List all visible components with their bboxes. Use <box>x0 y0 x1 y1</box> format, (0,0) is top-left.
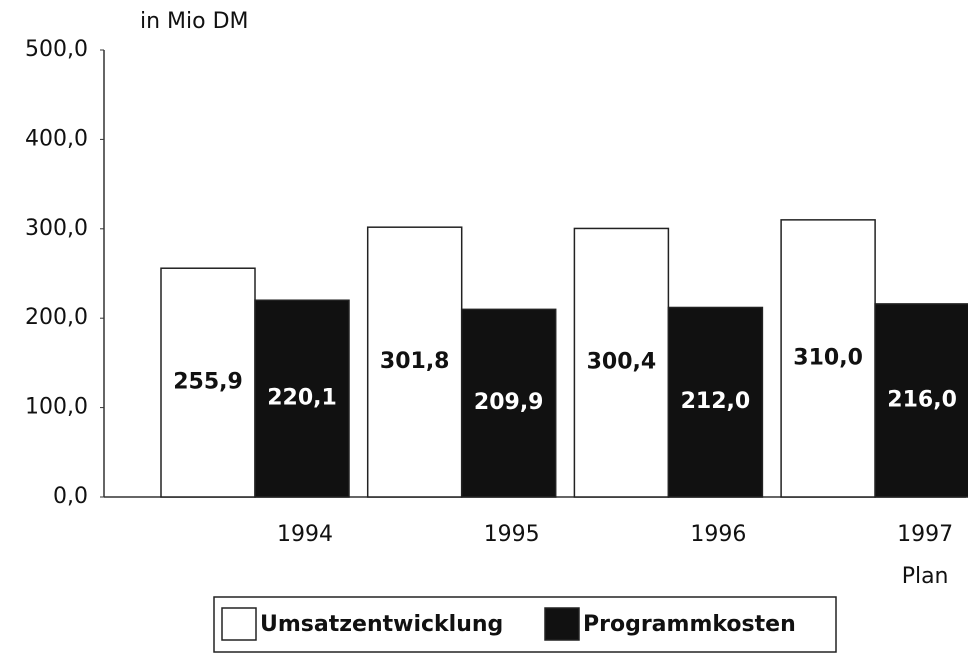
value-label: 212,0 <box>681 389 751 414</box>
y-tick-label: 500,0 <box>25 37 88 62</box>
value-label: 216,0 <box>887 387 957 412</box>
value-label: 220,1 <box>267 386 337 411</box>
x-tick-label: 1995 <box>484 522 540 547</box>
bar <box>874 303 968 498</box>
annotation: Plan <box>902 564 949 589</box>
value-label: 209,9 <box>474 390 544 415</box>
value-label: 301,8 <box>380 349 450 374</box>
bar <box>366 226 463 498</box>
value-label: 310,0 <box>793 345 863 370</box>
legend-box <box>213 596 837 653</box>
y-tick-label: 0,0 <box>53 484 88 509</box>
bar <box>254 299 350 498</box>
x-tick-label: 1997 <box>897 522 953 547</box>
bar <box>780 219 876 498</box>
bar <box>667 306 764 498</box>
y-tick-label: 100,0 <box>25 395 88 420</box>
x-tick-label: 1996 <box>690 522 746 547</box>
y-tick-label: 200,0 <box>25 305 88 330</box>
legend-swatch <box>221 607 257 641</box>
legend-label: Umsatzentwicklung <box>260 612 503 637</box>
bar <box>460 308 557 498</box>
value-label: 300,4 <box>587 350 657 375</box>
y-tick-label: 400,0 <box>25 126 88 151</box>
value-label: 255,9 <box>173 370 243 395</box>
legend-swatch <box>544 607 580 641</box>
legend-label: Programmkosten <box>583 612 796 637</box>
x-tick-label: 1994 <box>277 522 333 547</box>
bar <box>160 267 256 498</box>
y-tick-label: 300,0 <box>25 216 88 241</box>
y-axis-label: in Mio DM <box>140 9 249 34</box>
